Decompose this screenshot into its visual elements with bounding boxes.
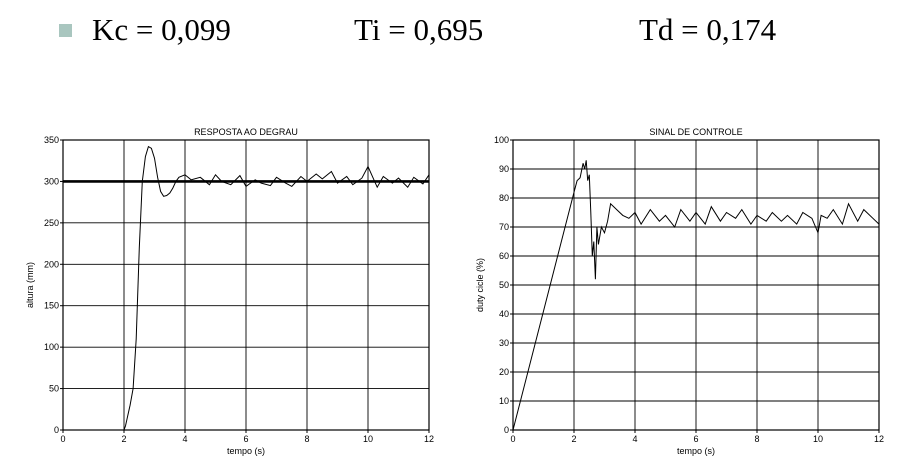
- y-tick-label: 0: [504, 425, 509, 435]
- x-tick-label: 2: [121, 434, 126, 444]
- y-tick-label: 40: [499, 309, 509, 319]
- y-tick-label: 250: [44, 218, 59, 228]
- x-tick-label: 10: [813, 434, 823, 444]
- x-tick-label: 0: [510, 434, 515, 444]
- param-ti: Ti = 0,695: [354, 12, 484, 47]
- y-tick-label: 100: [44, 342, 59, 352]
- y-tick-label: 90: [499, 164, 509, 174]
- x-tick-label: 12: [874, 434, 884, 444]
- x-tick-label: 4: [632, 434, 637, 444]
- y-tick-label: 60: [499, 251, 509, 261]
- y-tick-label: 200: [44, 259, 59, 269]
- x-tick-label: 8: [754, 434, 759, 444]
- y-tick-label: 50: [499, 280, 509, 290]
- chart-title: RESPOSTA AO DEGRAU: [194, 127, 298, 137]
- x-tick-label: 10: [363, 434, 373, 444]
- y-tick-label: 350: [44, 135, 59, 145]
- y-axis-label: altura (mm): [25, 262, 35, 308]
- y-tick-label: 20: [499, 367, 509, 377]
- y-tick-label: 50: [49, 384, 59, 394]
- param-td: Td = 0,174: [639, 12, 777, 47]
- x-axis-label: tempo (s): [677, 446, 715, 456]
- x-axis-label: tempo (s): [227, 446, 265, 456]
- series-line: [63, 145, 430, 431]
- y-tick-label: 70: [499, 222, 509, 232]
- x-tick-label: 4: [182, 434, 187, 444]
- series-line: [512, 160, 880, 431]
- bullet-marker: [59, 24, 72, 37]
- y-tick-label: 100: [494, 135, 509, 145]
- x-tick-label: 8: [304, 434, 309, 444]
- chart-title: SINAL DE CONTROLE: [649, 127, 742, 137]
- y-tick-label: 10: [499, 396, 509, 406]
- y-tick-label: 30: [499, 338, 509, 348]
- x-tick-label: 2: [571, 434, 576, 444]
- x-tick-label: 6: [693, 434, 698, 444]
- y-tick-label: 300: [44, 176, 59, 186]
- x-tick-label: 12: [424, 434, 434, 444]
- param-kc: Kc = 0,099: [92, 12, 231, 47]
- y-tick-label: 0: [54, 425, 59, 435]
- y-tick-label: 150: [44, 301, 59, 311]
- step-response-chart: 0 2 4 6 8 10 12 0 50 100 150 200 250 300 350 RESPOSTA A…: [25, 127, 434, 456]
- x-tick-label: 0: [60, 434, 65, 444]
- control-signal-chart: 0 2 4 6 8 10 12 0 10 20 30 40 50 60 70 80 90 100 SINAL DE …: [475, 127, 884, 456]
- y-tick-label: 80: [499, 193, 509, 203]
- x-tick-label: 6: [243, 434, 248, 444]
- y-axis-label: duty cicle (%): [475, 258, 485, 312]
